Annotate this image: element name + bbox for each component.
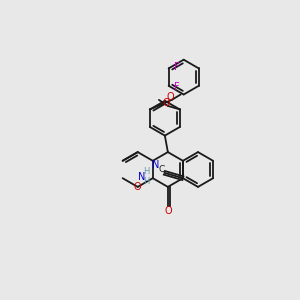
Text: O: O: [164, 206, 172, 216]
Text: N: N: [152, 160, 159, 170]
Text: O: O: [167, 92, 174, 102]
Text: F: F: [174, 62, 180, 72]
Text: C: C: [158, 165, 164, 174]
Text: H: H: [143, 167, 149, 176]
Text: H: H: [143, 177, 149, 186]
Text: N: N: [138, 172, 145, 182]
Text: O: O: [134, 182, 142, 192]
Text: O: O: [163, 98, 170, 109]
Text: F: F: [174, 82, 180, 92]
